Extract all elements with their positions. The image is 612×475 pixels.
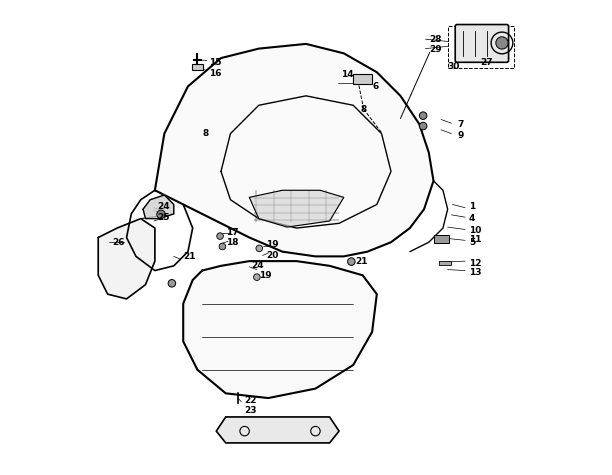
Text: 8: 8 — [360, 105, 367, 114]
Text: 10: 10 — [469, 226, 481, 235]
Polygon shape — [183, 261, 377, 398]
Text: 15: 15 — [209, 58, 222, 67]
Text: 22: 22 — [245, 396, 257, 405]
Circle shape — [219, 243, 226, 250]
Text: 27: 27 — [480, 58, 493, 67]
Text: 11: 11 — [469, 235, 482, 244]
Text: 12: 12 — [469, 259, 482, 268]
Polygon shape — [249, 190, 344, 227]
Circle shape — [253, 274, 260, 280]
Text: 17: 17 — [226, 228, 238, 238]
Text: 21: 21 — [356, 256, 368, 266]
Text: 28: 28 — [429, 35, 441, 44]
Polygon shape — [98, 218, 155, 299]
Bar — [439, 261, 451, 266]
Text: 30: 30 — [447, 62, 460, 71]
Text: 19: 19 — [259, 271, 271, 280]
Text: 8: 8 — [202, 129, 208, 138]
Text: 24: 24 — [157, 202, 170, 211]
Bar — [447, 26, 514, 68]
Text: 16: 16 — [209, 69, 222, 78]
Text: 21: 21 — [183, 252, 196, 261]
Bar — [192, 64, 203, 70]
Circle shape — [348, 258, 355, 266]
Circle shape — [256, 245, 263, 252]
FancyBboxPatch shape — [455, 25, 509, 62]
Text: 26: 26 — [113, 238, 125, 247]
Text: 5: 5 — [469, 238, 475, 247]
Text: 7: 7 — [457, 120, 463, 129]
Bar — [435, 235, 449, 243]
Circle shape — [217, 233, 223, 239]
Text: 6: 6 — [372, 82, 378, 91]
Circle shape — [157, 210, 165, 218]
Text: 23: 23 — [245, 406, 257, 415]
Text: 20: 20 — [266, 251, 278, 260]
Text: 24: 24 — [252, 261, 264, 270]
Text: 25: 25 — [157, 213, 170, 222]
Polygon shape — [143, 195, 174, 218]
Text: 18: 18 — [226, 238, 238, 247]
Text: 14: 14 — [341, 70, 354, 79]
Text: 13: 13 — [469, 268, 482, 277]
Circle shape — [419, 112, 427, 119]
Circle shape — [168, 279, 176, 287]
Text: 1: 1 — [469, 202, 475, 211]
Circle shape — [419, 122, 427, 130]
Polygon shape — [216, 417, 339, 443]
Text: 9: 9 — [457, 132, 463, 141]
Bar — [353, 74, 372, 84]
Circle shape — [496, 37, 508, 49]
Text: 29: 29 — [429, 45, 441, 54]
Polygon shape — [155, 44, 433, 257]
Text: 4: 4 — [469, 214, 476, 223]
Text: 19: 19 — [266, 240, 278, 249]
